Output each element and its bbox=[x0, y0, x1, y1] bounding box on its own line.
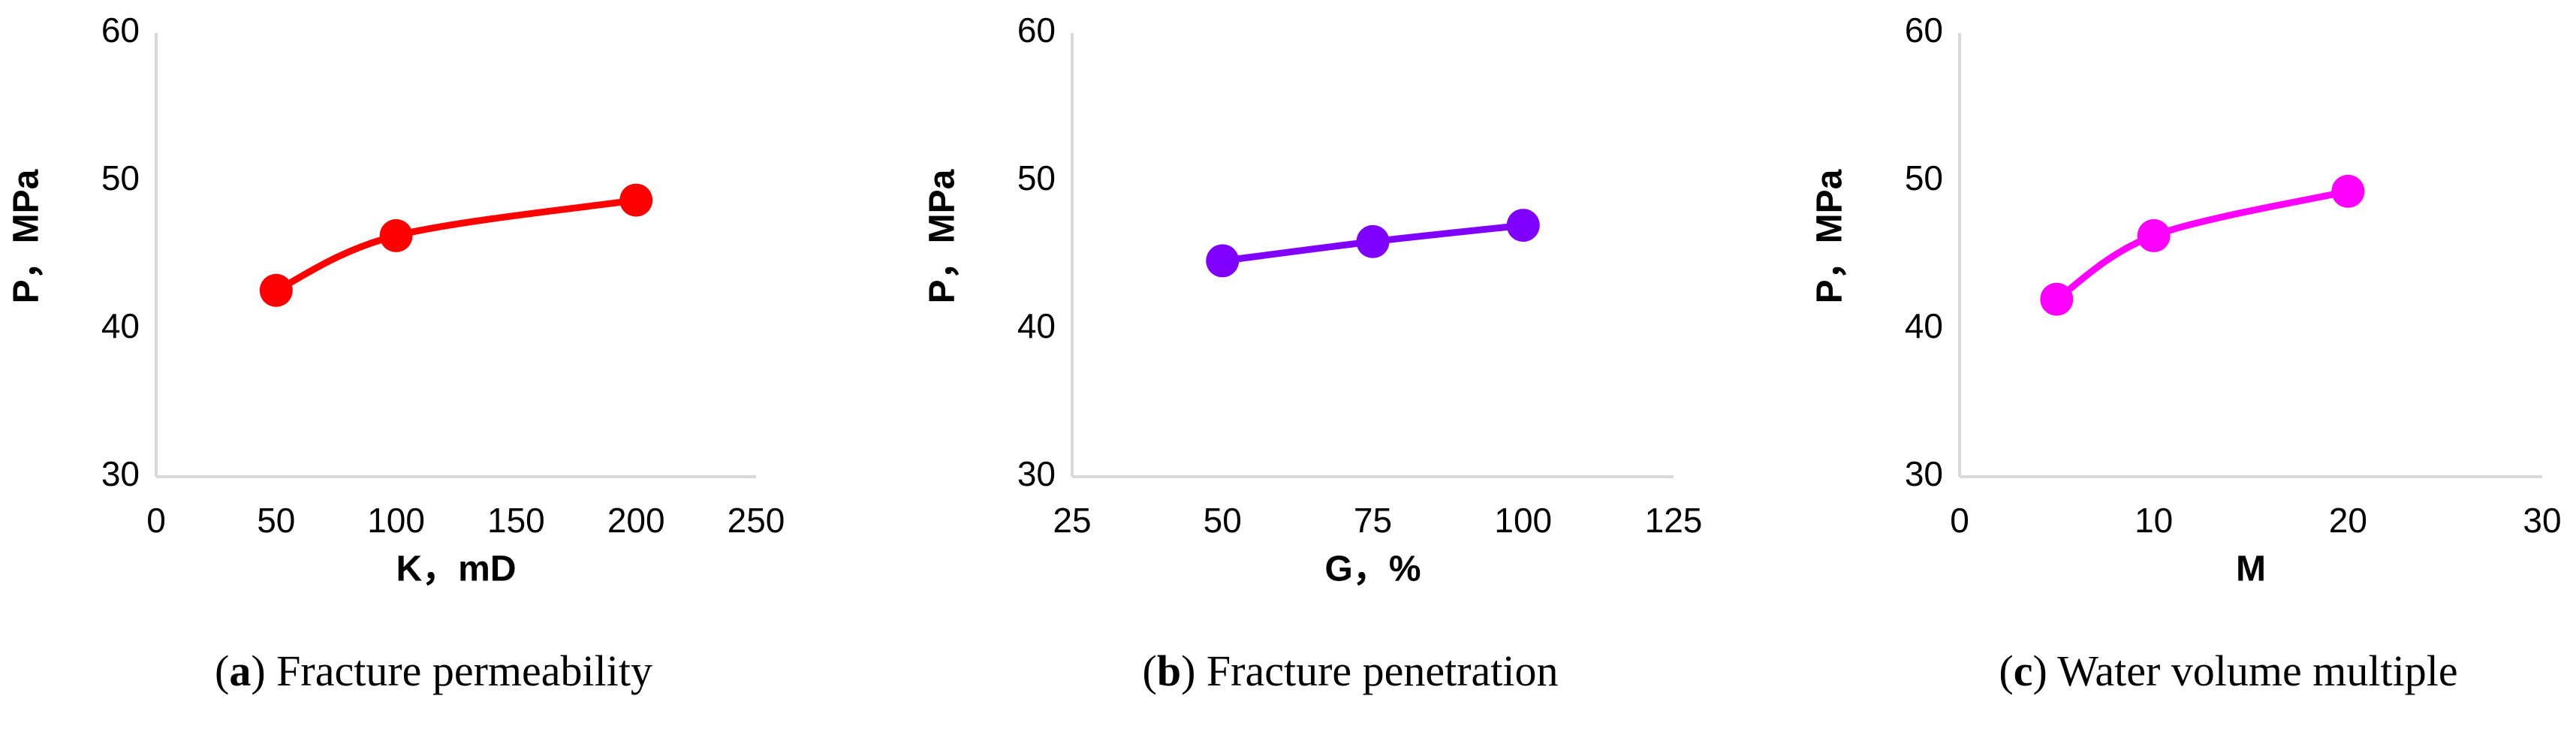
x-tick-label: 200 bbox=[607, 501, 665, 540]
x-tick-label: 20 bbox=[2329, 501, 2367, 540]
caption: (c) Water volume multiple bbox=[1999, 646, 2457, 695]
caption-open: ( bbox=[1999, 646, 2013, 695]
y-tick-label: 40 bbox=[101, 306, 140, 345]
x-tick-label: 0 bbox=[1950, 501, 1969, 540]
caption-letter: c bbox=[2014, 646, 2033, 695]
caption-text: ) Fracture permeability bbox=[251, 646, 652, 695]
caption-open: ( bbox=[215, 646, 229, 695]
x-tick-label: 125 bbox=[1645, 501, 1703, 540]
chart-panel: 30 40 50 60 0 50 100 150 200 250 K，mD P，MPa (a) Frac… bbox=[7, 11, 785, 695]
data-point bbox=[1506, 209, 1540, 242]
y-tick-label: 40 bbox=[1017, 306, 1056, 345]
data-point bbox=[1356, 224, 1390, 258]
y-tick-label: 30 bbox=[1905, 454, 1943, 493]
data-point bbox=[619, 183, 653, 217]
caption-text: ) Fracture penetration bbox=[1181, 646, 1558, 695]
caption: (b) Fracture penetration bbox=[1142, 646, 1558, 695]
x-tick-label: 50 bbox=[257, 501, 295, 540]
y-tick-label: 50 bbox=[1905, 158, 1943, 197]
y-tick-label: 50 bbox=[1017, 158, 1056, 197]
y-tick-label: 30 bbox=[1017, 454, 1056, 493]
caption-open: ( bbox=[1142, 646, 1156, 695]
data-point bbox=[2331, 174, 2365, 208]
x-tick-label: 75 bbox=[1354, 501, 1392, 540]
data-line bbox=[2054, 188, 2349, 303]
data-point bbox=[259, 273, 293, 307]
y-tick-label: 50 bbox=[101, 158, 140, 197]
x-tick-label: 100 bbox=[1494, 501, 1552, 540]
data-line bbox=[274, 197, 637, 294]
x-tick-label: 250 bbox=[728, 501, 785, 540]
y-tick-label: 60 bbox=[1017, 11, 1056, 50]
caption: (a) Fracture permeability bbox=[215, 646, 652, 695]
x-tick-label: 25 bbox=[1053, 501, 1091, 540]
y-axis-label: P，MPa bbox=[923, 169, 963, 303]
x-tick-label: 100 bbox=[367, 501, 425, 540]
caption-text: ) Water volume multiple bbox=[2033, 646, 2458, 695]
chart-panel: 30 40 50 60 0 10 20 30 M P，MPa (c) Water volume mu… bbox=[1810, 11, 2562, 695]
data-point bbox=[379, 218, 413, 252]
x-axis-label: K，mD bbox=[396, 550, 516, 589]
x-tick-label: 50 bbox=[1204, 501, 1242, 540]
chart-panel: 30 40 50 60 25 50 75 100 125 G，% P，MPa (b) Fracture… bbox=[923, 11, 1703, 695]
y-tick-label: 60 bbox=[1905, 11, 1943, 50]
y-tick-label: 30 bbox=[101, 454, 140, 493]
data-point bbox=[2137, 218, 2171, 252]
x-tick-label: 150 bbox=[487, 501, 545, 540]
x-axis-label: M bbox=[2236, 550, 2266, 589]
x-axis-label: G，% bbox=[1324, 550, 1421, 589]
y-tick-label: 40 bbox=[1905, 306, 1943, 345]
x-tick-label: 30 bbox=[2523, 501, 2561, 540]
y-axis-label: P，MPa bbox=[1810, 169, 1850, 303]
data-point bbox=[1206, 244, 1240, 278]
caption-letter: a bbox=[229, 646, 251, 695]
y-axis-label: P，MPa bbox=[7, 169, 47, 303]
y-tick-label: 60 bbox=[101, 11, 140, 50]
x-tick-label: 0 bbox=[146, 501, 166, 540]
x-tick-label: 10 bbox=[2135, 501, 2173, 540]
data-point bbox=[2040, 282, 2074, 316]
caption-letter: b bbox=[1157, 646, 1181, 695]
